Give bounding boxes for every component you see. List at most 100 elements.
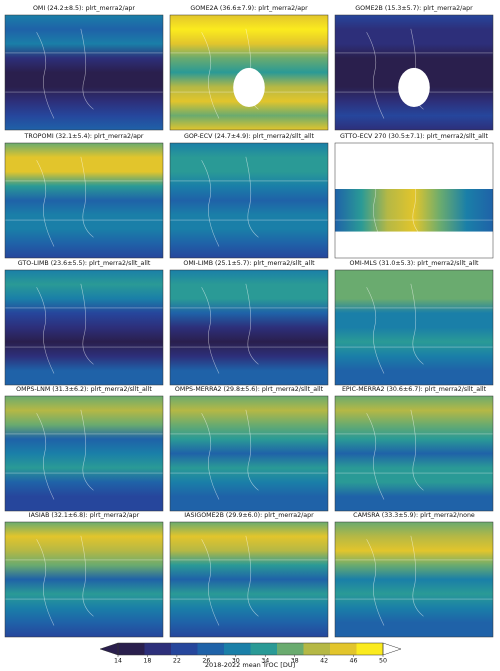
panel-title: TROPOMI (32.1±5.4): plrt_merra2/apr	[23, 133, 143, 140]
map-frame	[4, 521, 164, 638]
coastline	[366, 160, 385, 247]
colorbar-tick-label: 34	[261, 658, 269, 665]
map-panel	[4, 269, 164, 386]
colorbar-segment	[356, 643, 384, 655]
coastline	[201, 287, 220, 374]
no-data-area	[398, 67, 430, 107]
map-frame	[334, 14, 494, 131]
coastline	[366, 32, 385, 119]
map-frame	[169, 269, 329, 386]
colorbar-segment	[118, 643, 145, 655]
map-panel	[334, 395, 494, 512]
coastline	[245, 409, 259, 491]
map-field	[170, 396, 328, 511]
map-panel	[4, 521, 164, 638]
coastline	[36, 160, 55, 247]
coastline	[410, 156, 424, 238]
coastline	[201, 160, 220, 247]
panel-title: GOME2A (36.6±7.9): plrt_merra2/apr	[190, 5, 308, 12]
colorbar-tick-label: 14	[114, 658, 122, 665]
colorbar-segment	[250, 643, 278, 655]
panel-title: OMI (24.2±8.5): plrt_merra2/apr	[33, 5, 135, 12]
map-panel	[334, 142, 494, 259]
panel-title: GOME2B (15.3±5.7): plrt_merra2/apr	[355, 5, 473, 12]
map-panel	[334, 521, 494, 638]
panel-title: EPIC-MERRA2 (30.6±6.7): plrt_merra2/sllt…	[342, 386, 487, 393]
map-frame	[334, 142, 494, 259]
colorbar-segment	[303, 643, 331, 655]
colorbar-segment	[330, 643, 357, 655]
coastline	[80, 156, 94, 238]
map-panel	[4, 14, 164, 131]
coastline	[80, 283, 94, 365]
map-frame	[334, 269, 494, 386]
panel-title: OMI-LIMB (25.1±5.7): plrt_merra2/sllt_al…	[183, 260, 315, 267]
map-panel	[334, 269, 494, 386]
panel-title: OMPS-MERRA2 (29.8±5.6): plrt_merra2/sllt…	[175, 386, 324, 393]
coastline	[80, 28, 94, 110]
map-frame	[4, 269, 164, 386]
coastline	[410, 409, 424, 491]
panel-title: GTTO-ECV 270 (30.5±7.1): plrt_merra2/sll…	[340, 133, 488, 140]
panel-title: GTO-LIMB (23.6±5.5): plrt_merra2/sllt_al…	[18, 260, 151, 267]
map-field	[5, 270, 163, 385]
coastline	[80, 409, 94, 491]
panel-title: CAMSRA (33.3±5.9): plrt_merra2/none	[353, 512, 475, 519]
colorbar-segment	[277, 643, 304, 655]
coastline	[201, 413, 220, 500]
map-panel	[169, 142, 329, 259]
map-frame	[4, 14, 164, 131]
colorbar-tick-label: 30	[232, 658, 240, 665]
colorbar-tick-label: 22	[173, 658, 181, 665]
map-field	[5, 396, 163, 511]
coastline	[36, 32, 55, 119]
colorbar-segment	[171, 643, 198, 655]
map-field	[335, 396, 493, 511]
coastline	[410, 283, 424, 365]
map-field	[5, 143, 163, 258]
map-field	[335, 522, 493, 637]
colorbar-tick-label: 18	[143, 658, 151, 665]
coastline	[36, 413, 55, 500]
coastline	[36, 287, 55, 374]
map-frame	[334, 521, 494, 638]
map-panel	[169, 395, 329, 512]
coastline	[410, 535, 424, 617]
map-frame	[4, 142, 164, 259]
colorbar-tick-label: 50	[379, 658, 387, 665]
map-panel	[169, 521, 329, 638]
coastline	[245, 28, 259, 110]
panel-title: IASIGOME2B (29.9±6.0): plrt_merra2/apr	[184, 512, 314, 519]
colorbar-label: 2018-2022 mean TrOC [DU]	[205, 661, 295, 669]
coastline	[245, 156, 259, 238]
map-panel	[169, 14, 329, 131]
colorbar-tick-label: 38	[291, 658, 299, 665]
colorbar-tick-label: 26	[202, 658, 210, 665]
coastline	[36, 539, 55, 626]
map-frame	[334, 395, 494, 512]
coastline	[201, 32, 220, 119]
map-frame	[169, 521, 329, 638]
coastline	[366, 413, 385, 500]
map-frame	[169, 395, 329, 512]
panel-title: GOP-ECV (24.7±4.9): plrt_merra2/sllt_all…	[184, 133, 315, 140]
map-frame	[169, 14, 329, 131]
coastline	[201, 539, 220, 626]
map-panel	[4, 395, 164, 512]
coastline	[245, 283, 259, 365]
panel-title: IASIAB (32.1±6.8): plrt_merra2/apr	[29, 512, 140, 519]
panel-title: OMI-MLS (31.0±5.3): plrt_merra2/sllt_all…	[349, 260, 479, 267]
no-data-area	[233, 67, 265, 107]
panel-title: OMPS-LNM (31.3±6.2): plrt_merra2/sllt_al…	[16, 386, 152, 393]
map-field	[335, 270, 493, 385]
colorbar-extend-high	[382, 642, 402, 656]
map-field	[5, 15, 163, 130]
colorbar-frame	[117, 642, 384, 656]
colorbar-segment	[197, 643, 225, 655]
colorbar-tick-label: 46	[350, 658, 358, 665]
map-field	[5, 522, 163, 637]
map-frame	[4, 395, 164, 512]
map-panel	[169, 269, 329, 386]
colorbar-segment	[224, 643, 251, 655]
